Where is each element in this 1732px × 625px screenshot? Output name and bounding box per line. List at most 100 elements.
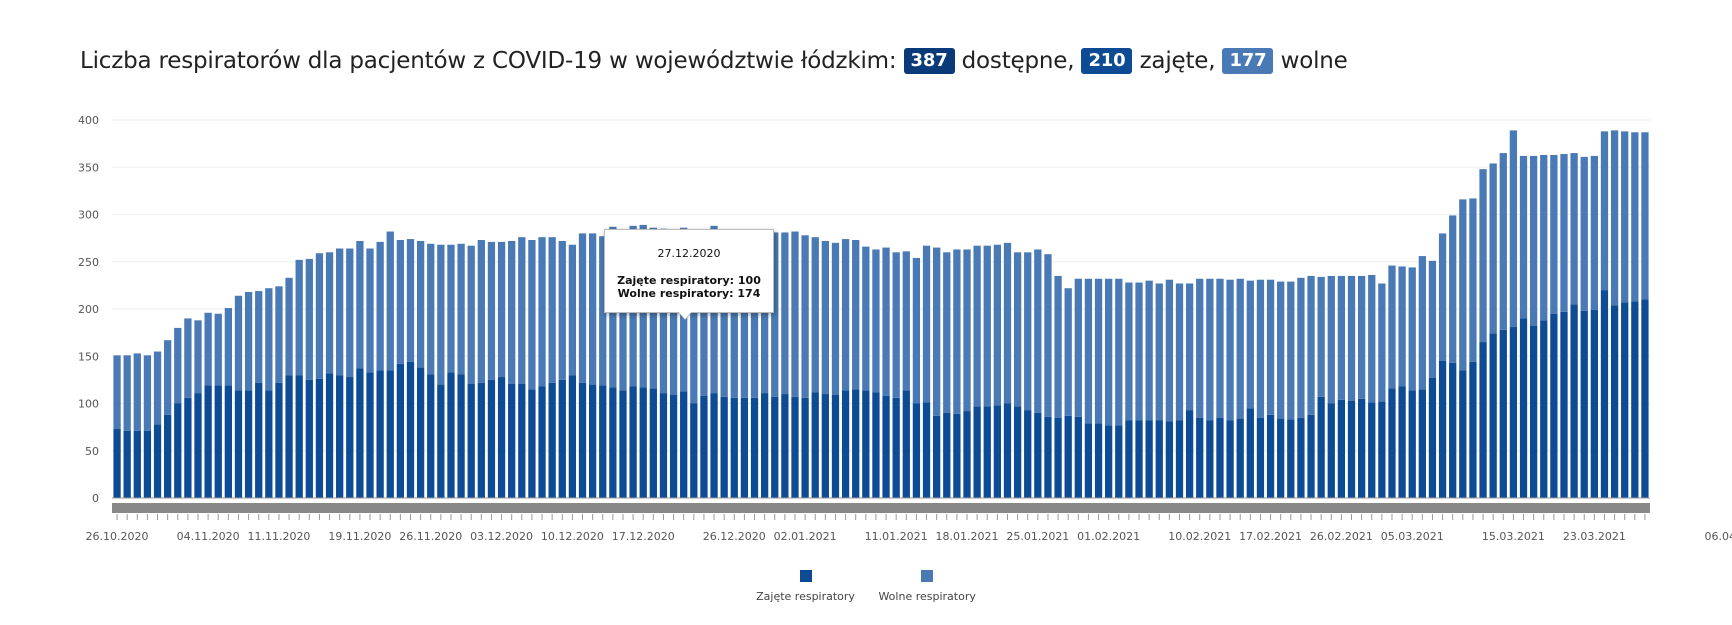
bar-occupied bbox=[1570, 304, 1578, 498]
bar-occupied bbox=[1449, 362, 1457, 498]
bar-free bbox=[973, 245, 981, 407]
bar-free bbox=[1499, 153, 1507, 330]
bar-free bbox=[1074, 278, 1082, 417]
bar-occupied bbox=[1408, 390, 1416, 498]
bar-free bbox=[781, 232, 789, 395]
bar-occupied bbox=[1084, 423, 1093, 498]
bar-occupied bbox=[1560, 311, 1568, 498]
bar-occupied bbox=[366, 372, 374, 498]
legend-item-occupied[interactable]: Zajęte respiratory bbox=[756, 570, 855, 603]
bar-occupied bbox=[1185, 410, 1194, 498]
y-tick-label: 250 bbox=[78, 256, 99, 269]
bar-free bbox=[376, 241, 384, 371]
bar-free bbox=[1115, 278, 1123, 426]
x-tick-label: 25.01.2021 bbox=[1006, 530, 1069, 543]
x-tick-label: 02.01.2021 bbox=[774, 530, 837, 543]
bar-occupied bbox=[1003, 403, 1012, 498]
bar-occupied bbox=[831, 394, 840, 498]
x-axis-scrollbar bbox=[112, 503, 1650, 513]
bar-occupied bbox=[194, 393, 202, 498]
bar-free bbox=[153, 351, 162, 425]
bar-occupied bbox=[1337, 399, 1346, 498]
bar-free bbox=[1337, 275, 1346, 400]
bar-occupied bbox=[1206, 420, 1214, 498]
bar-occupied bbox=[548, 382, 556, 498]
bar-occupied bbox=[376, 370, 384, 498]
bar-occupied bbox=[1550, 313, 1558, 498]
bar-occupied bbox=[760, 393, 769, 498]
bar-free bbox=[265, 288, 273, 391]
bar-free bbox=[204, 312, 212, 386]
x-tick-label: 11.01.2021 bbox=[865, 530, 928, 543]
bar-occupied bbox=[1216, 417, 1224, 498]
bar-free bbox=[133, 353, 141, 431]
y-tick-label: 300 bbox=[78, 209, 99, 222]
bar-occupied bbox=[1115, 425, 1123, 498]
bar-occupied bbox=[892, 397, 900, 498]
bar-free bbox=[1094, 278, 1103, 424]
bar-occupied bbox=[639, 387, 647, 498]
bar-free bbox=[1438, 233, 1447, 361]
bar-occupied bbox=[568, 375, 577, 498]
bar-occupied bbox=[447, 372, 455, 498]
bar-free bbox=[1236, 278, 1244, 419]
bar-free bbox=[406, 239, 415, 362]
bar-free bbox=[801, 235, 809, 398]
bar-occupied bbox=[416, 367, 425, 498]
bar-free bbox=[487, 241, 496, 380]
bar-free bbox=[356, 240, 364, 369]
bar-free bbox=[1226, 279, 1234, 421]
bar-free bbox=[255, 291, 263, 383]
bar-occupied bbox=[234, 390, 243, 498]
bar-free bbox=[1459, 199, 1467, 371]
x-tick-label: 01.02.2021 bbox=[1077, 530, 1140, 543]
occupied-label: zajęte, bbox=[1139, 48, 1216, 74]
bar-occupied bbox=[1024, 410, 1032, 498]
bar-free bbox=[720, 230, 728, 397]
bar-free bbox=[143, 355, 152, 431]
bar-occupied bbox=[477, 382, 485, 498]
bar-free bbox=[922, 245, 931, 403]
x-tick-label: 19.11.2020 bbox=[328, 530, 391, 543]
bar-free bbox=[518, 237, 526, 384]
bar-free bbox=[1155, 283, 1163, 421]
x-tick-label: 10.02.2021 bbox=[1168, 530, 1231, 543]
bar-free bbox=[882, 247, 890, 396]
bar-occupied bbox=[1145, 420, 1153, 498]
bar-occupied bbox=[1307, 414, 1315, 498]
bar-free bbox=[1105, 278, 1113, 426]
bar-free bbox=[1327, 275, 1335, 404]
bar-occupied bbox=[204, 385, 212, 498]
bar-occupied bbox=[740, 397, 749, 498]
legend-label-occupied: Zajęte respiratory bbox=[756, 590, 855, 603]
bar-occupied bbox=[588, 384, 597, 498]
bar-occupied bbox=[538, 386, 546, 498]
title-prefix: Liczba respiratorów dla pacjentów z COVI… bbox=[80, 48, 897, 74]
bar-occupied bbox=[1347, 400, 1356, 498]
tooltip-free: Wolne respiratory: 174 bbox=[617, 287, 761, 300]
bar-occupied bbox=[457, 374, 465, 498]
legend-item-free[interactable]: Wolne respiratory bbox=[878, 570, 976, 603]
bar-free bbox=[1185, 283, 1194, 411]
bar-occupied bbox=[1479, 342, 1487, 498]
y-axis: 0 50 100 150 200 250 300 350 400 bbox=[78, 114, 99, 505]
bar-free bbox=[1034, 249, 1042, 413]
bar-free bbox=[1064, 288, 1072, 416]
bar-occupied bbox=[1519, 318, 1528, 498]
bar-free bbox=[1175, 283, 1184, 421]
bar-free bbox=[1256, 279, 1265, 418]
bar-occupied bbox=[255, 382, 263, 498]
bar-occupied bbox=[852, 389, 860, 498]
bar-occupied bbox=[214, 385, 222, 498]
bar-occupied bbox=[1327, 403, 1335, 498]
bar-free bbox=[1388, 265, 1396, 389]
bar-free bbox=[933, 247, 941, 416]
bar-occupied bbox=[285, 375, 293, 498]
bar-occupied bbox=[1489, 333, 1497, 498]
tooltip: 27.12.2020 Zajęte respiratory: 100 Wolne… bbox=[604, 229, 774, 313]
bar-occupied bbox=[174, 403, 182, 498]
bar-occupied bbox=[244, 390, 253, 498]
bar-free bbox=[123, 355, 131, 431]
bar-free bbox=[1013, 252, 1022, 407]
bar-occupied bbox=[791, 396, 799, 498]
